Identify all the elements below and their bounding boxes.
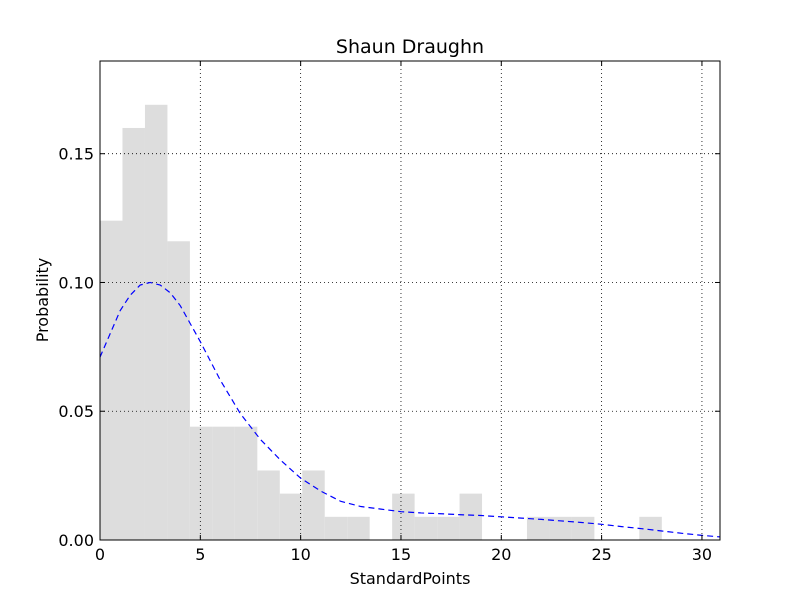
x-axis-label: StandardPoints <box>350 569 471 588</box>
x-tick-label-2: 10 <box>290 545 310 564</box>
y-tick-label-2: 0.10 <box>58 273 94 292</box>
histogram-bar-0 <box>100 220 123 540</box>
histogram-bar-13 <box>414 516 438 540</box>
density-curve <box>99 281 721 538</box>
axis-ticks: 0 5 10 15 20 25 30 0.00 0.05 0.10 0.15 <box>58 61 720 564</box>
histogram-bar-2 <box>144 104 168 540</box>
histogram-bar-1 <box>122 127 145 541</box>
histogram-bar-4 <box>189 426 213 540</box>
histogram-bar-7 <box>257 470 280 540</box>
histogram-bars <box>100 104 662 541</box>
histogram-bar-8 <box>279 493 303 540</box>
histogram-bar-3 <box>167 241 190 541</box>
chart-title: Shaun Draughn <box>336 36 484 58</box>
histogram-bar-16 <box>526 516 550 540</box>
y-axis-label: Probability <box>33 258 52 343</box>
histogram-bar-19 <box>639 516 662 540</box>
histogram-bar-11 <box>347 516 370 540</box>
plot-area-frame <box>99 60 721 541</box>
x-tick-label-3: 15 <box>391 545 411 564</box>
histogram-bar-10 <box>324 516 348 540</box>
histogram-bar-6 <box>234 426 258 540</box>
y-tick-label-0: 0.00 <box>58 531 94 550</box>
x-tick-label-6: 30 <box>692 545 712 564</box>
histogram-bar-17 <box>549 516 572 540</box>
y-tick-label-1: 0.05 <box>58 402 94 421</box>
histogram-bar-12 <box>392 493 415 540</box>
histogram-bar-18 <box>571 516 595 540</box>
histogram-bar-15 <box>459 493 483 540</box>
density-curve-layer <box>99 281 721 538</box>
x-tick-label-1: 5 <box>195 545 205 564</box>
x-tick-label-0: 0 <box>95 545 105 564</box>
histogram-bar-9 <box>302 470 325 540</box>
x-tick-label-4: 20 <box>491 545 511 564</box>
histogram-bar-5 <box>212 426 235 540</box>
x-tick-label-5: 25 <box>591 545 611 564</box>
y-tick-label-3: 0.15 <box>58 145 94 164</box>
histogram-bar-14 <box>437 516 460 540</box>
